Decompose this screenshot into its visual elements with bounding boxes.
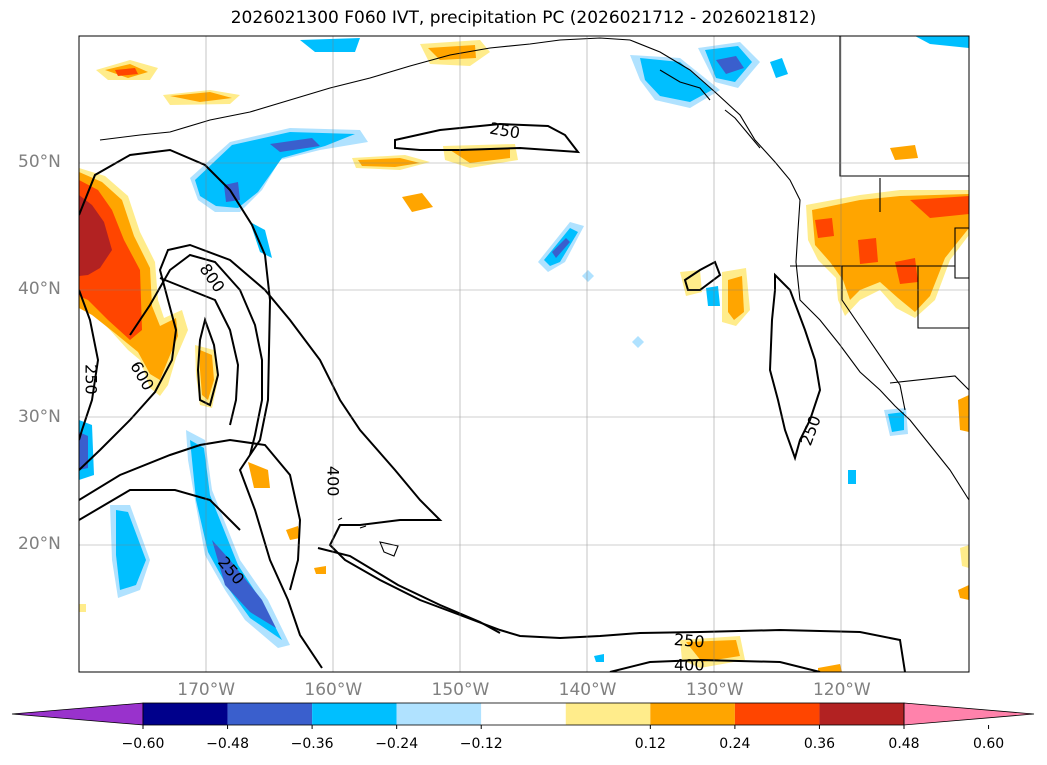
colorbar-tick-label: 0.48 — [888, 736, 920, 752]
ivt-contour-800 — [196, 316, 220, 407]
lon-tick-label: 130°W — [685, 680, 744, 700]
ivt-contour-250-outer — [79, 148, 323, 669]
colorbar-tick-label: −0.60 — [121, 736, 165, 752]
colorbar-bin — [650, 703, 735, 725]
colorbar-bin — [481, 703, 566, 725]
contour-label: 250 — [673, 630, 705, 652]
colorbar-tick-label: 0.12 — [634, 736, 666, 752]
ivt-contour-400 — [79, 438, 302, 591]
ivt-contour-250-north — [394, 122, 581, 154]
contour-label: 250 — [82, 364, 101, 395]
ivt-contours — [79, 122, 906, 672]
lon-tick-label: 140°W — [558, 680, 617, 700]
colorbar-bin — [819, 703, 904, 725]
colorbar-extend-low — [11, 702, 144, 726]
colorbar-tick-label: −0.48 — [206, 736, 249, 752]
colorbar-tick-label: 0.60 — [972, 736, 1005, 752]
colorbar-tick-label: 0.24 — [719, 736, 751, 752]
ivt-contour-250-east — [768, 272, 822, 462]
coastlines — [99, 36, 969, 557]
lat-tick-label: 30°N — [18, 406, 61, 427]
colorbar-tick-label: −0.12 — [459, 736, 503, 752]
colorbar-bin — [227, 703, 313, 725]
colorbar — [11, 702, 1035, 729]
colorbar-tick-label: −0.24 — [375, 736, 419, 752]
colorbar-bin — [143, 703, 228, 725]
colorbar-tick-label: −0.36 — [290, 736, 334, 752]
contour-label: 400 — [323, 466, 342, 497]
colorbar-bin — [312, 703, 397, 725]
map-title: 2026021300 F060 IVT, precipitation PC (2… — [230, 8, 817, 28]
lon-tick-label: 120°W — [812, 680, 871, 700]
lon-tick-label: 170°W — [177, 680, 236, 700]
colorbar-bin — [396, 703, 482, 725]
gridlines — [79, 36, 969, 672]
lat-tick-label: 50°N — [18, 152, 61, 173]
lat-tick-label: 20°N — [18, 533, 61, 554]
colorbar-frame — [142, 702, 905, 726]
map-frame — [78, 35, 970, 673]
colorbar-bin — [734, 703, 820, 725]
colorbar-tick-label: 0.36 — [803, 736, 836, 752]
colorbar-extend-high — [903, 702, 1035, 726]
lat-tick-label: 40°N — [18, 279, 61, 300]
lon-tick-label: 160°W — [304, 680, 363, 700]
colorbar-bin — [565, 703, 651, 725]
contour-label: 400 — [674, 655, 705, 674]
lon-tick-label: 150°W — [431, 680, 490, 700]
alaska-coast — [99, 37, 969, 501]
